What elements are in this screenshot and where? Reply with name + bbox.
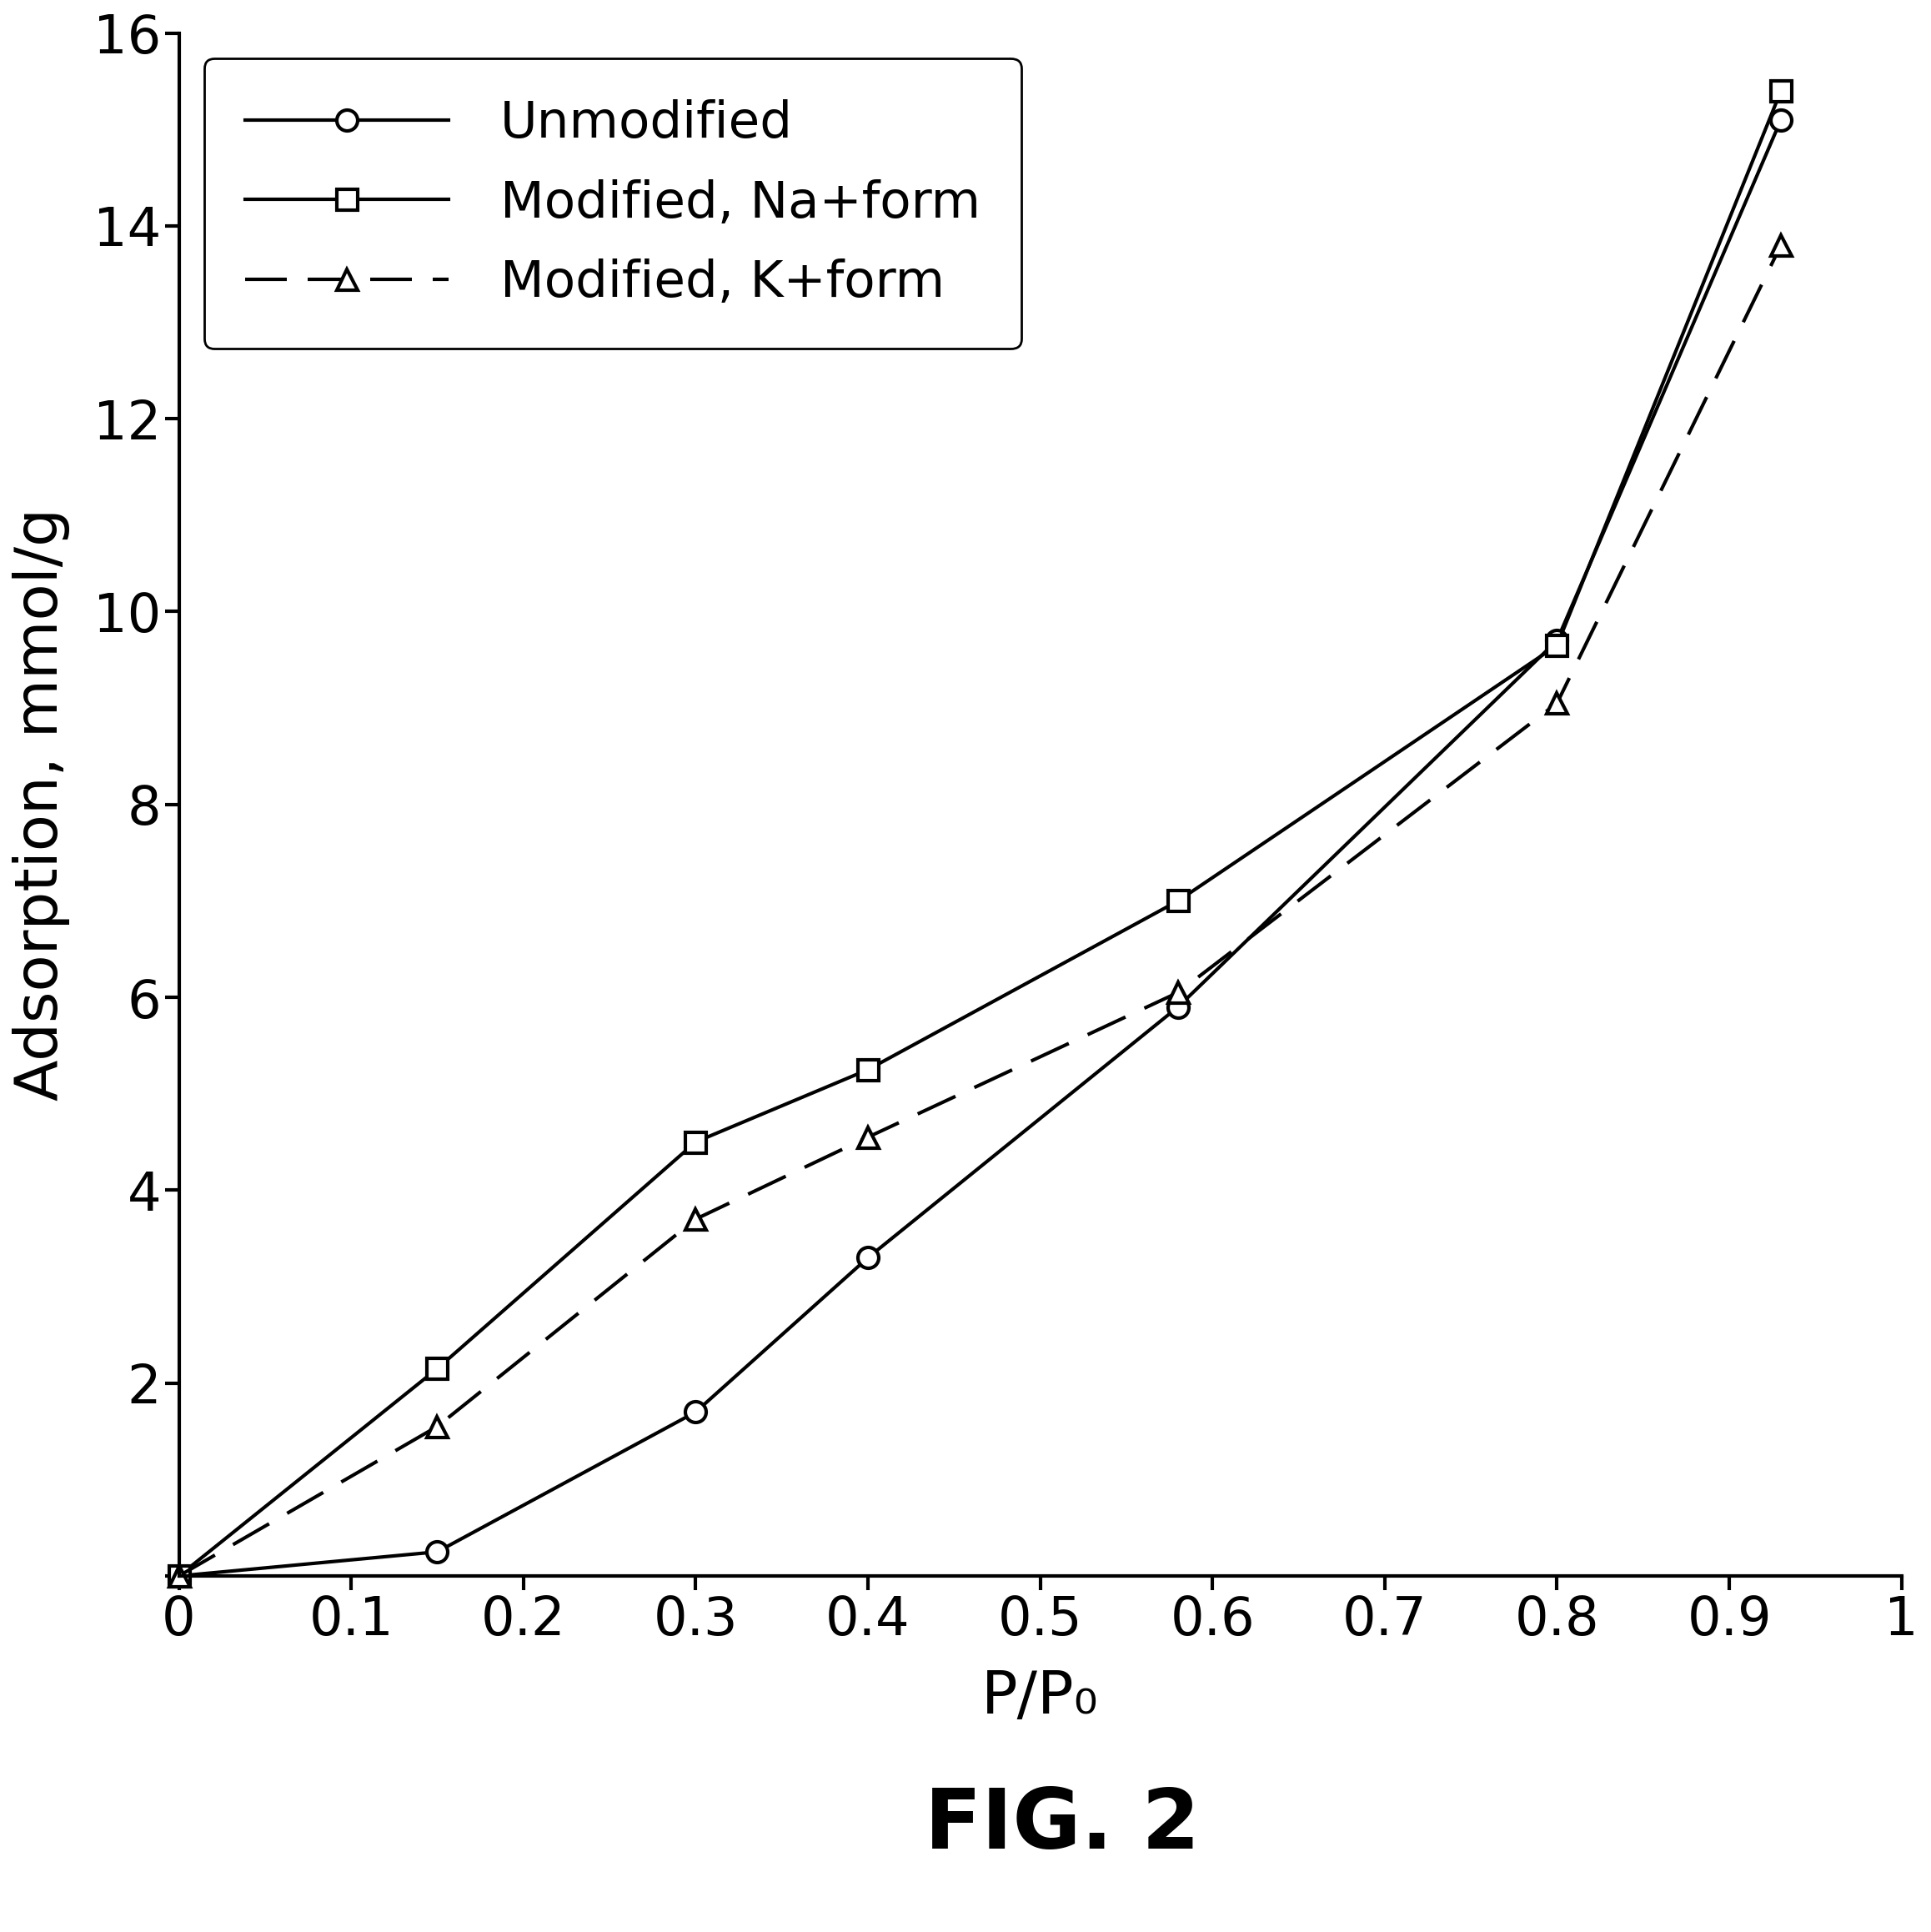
Unmodified: [855, 1246, 879, 1269]
Modified, K+form: [1769, 234, 1792, 257]
Modified, K+form: [855, 1126, 879, 1150]
Modified, Na+form: [425, 1356, 448, 1379]
Modified, K+form: [684, 1208, 707, 1231]
Text: FIG. 2: FIG. 2: [925, 1785, 1199, 1866]
Modified, Na+form: [1769, 79, 1792, 102]
Modified, K+form: [1545, 692, 1568, 715]
Line: Modified, Na+form: Modified, Na+form: [168, 81, 1792, 1586]
Modified, Na+form: [855, 1059, 879, 1082]
Unmodified: [1769, 108, 1792, 131]
Modified, Na+form: [1545, 634, 1568, 657]
Modified, K+form: [168, 1565, 191, 1588]
Modified, Na+form: [168, 1565, 191, 1588]
Line: Unmodified: Unmodified: [168, 110, 1792, 1586]
Unmodified: [168, 1565, 191, 1588]
X-axis label: P/P₀: P/P₀: [981, 1669, 1099, 1727]
Unmodified: [1166, 995, 1189, 1018]
Y-axis label: Adsorption, mmol/g: Adsorption, mmol/g: [12, 508, 70, 1101]
Legend: Unmodified, Modified, Na+form, Modified, K+form: Unmodified, Modified, Na+form, Modified,…: [205, 58, 1021, 348]
Modified, K+form: [1166, 981, 1189, 1005]
Modified, K+form: [425, 1414, 448, 1437]
Unmodified: [684, 1401, 707, 1424]
Modified, Na+form: [1166, 889, 1189, 912]
Modified, Na+form: [684, 1130, 707, 1153]
Line: Modified, K+form: Modified, K+form: [168, 234, 1792, 1586]
Unmodified: [1545, 630, 1568, 653]
Unmodified: [425, 1540, 448, 1563]
